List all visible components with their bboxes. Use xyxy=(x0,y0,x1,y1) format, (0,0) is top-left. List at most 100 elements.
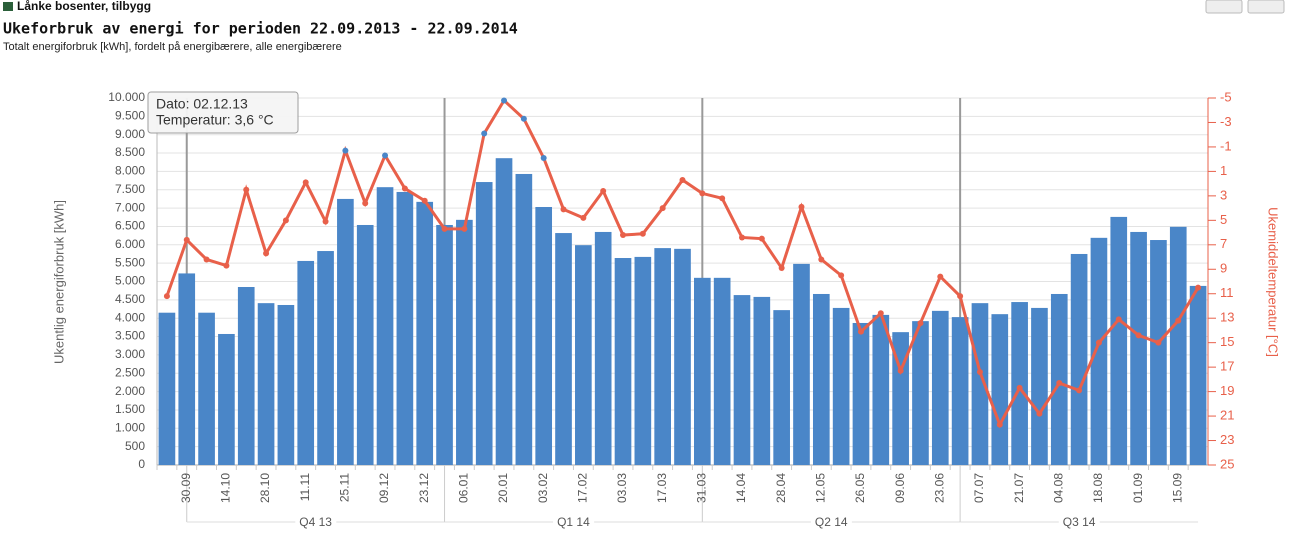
group-label: Q2 14 xyxy=(815,515,848,529)
y-tick-label: 1.000 xyxy=(115,420,145,434)
point xyxy=(461,225,468,232)
x-tick-label: 30.09 xyxy=(179,473,193,503)
x-tick-label: 12.05 xyxy=(813,473,827,503)
point xyxy=(877,310,884,317)
bar xyxy=(218,333,235,465)
point xyxy=(243,186,250,193)
bar xyxy=(495,158,513,466)
y-tick-label: 500 xyxy=(125,439,145,453)
bar xyxy=(912,321,929,465)
bar xyxy=(1169,226,1187,465)
bar xyxy=(991,314,1009,465)
point xyxy=(282,217,289,224)
point xyxy=(1056,380,1063,387)
y2-tick-label: 23 xyxy=(1220,432,1234,447)
bar xyxy=(317,251,334,465)
x-tick-label: 04.08 xyxy=(1051,473,1065,503)
x-tick-label: 11.11 xyxy=(298,473,312,502)
point xyxy=(421,197,428,204)
button[interactable] xyxy=(1247,0,1285,14)
x-tick-label: 28.10 xyxy=(258,473,272,503)
label-bg xyxy=(295,515,337,530)
point xyxy=(362,200,369,207)
point xyxy=(223,262,230,269)
point xyxy=(1036,410,1043,417)
point xyxy=(481,130,488,137)
x-tick-label: 20.01 xyxy=(496,473,510,503)
bar xyxy=(951,317,969,465)
bar xyxy=(257,303,275,465)
tooltip-text: Temperatur: 3,6 °C xyxy=(156,112,274,128)
point xyxy=(401,185,408,192)
bar xyxy=(575,245,592,465)
button[interactable] xyxy=(1205,0,1243,14)
page-header: Lånke bosenter, tilbygg xyxy=(17,0,151,13)
point xyxy=(699,190,706,197)
bar xyxy=(674,248,691,465)
y-tick-label: 8.500 xyxy=(115,145,145,159)
point xyxy=(580,214,587,221)
x-tick-label: 09.12 xyxy=(377,473,391,503)
x-tick-label: 17.02 xyxy=(576,473,590,503)
y2-tick-label: 3 xyxy=(1220,187,1227,202)
point xyxy=(183,236,190,243)
x-tick-label: 18.08 xyxy=(1091,473,1105,503)
bar xyxy=(773,310,790,465)
bar xyxy=(376,187,394,465)
point xyxy=(540,154,547,161)
bar xyxy=(634,256,652,465)
point xyxy=(1016,384,1023,391)
y-tick-label: 10.000 xyxy=(108,90,145,104)
point xyxy=(1175,317,1182,324)
bar xyxy=(436,224,453,465)
bar xyxy=(1150,240,1167,465)
bar xyxy=(1189,285,1207,465)
y2-tick-label: 11 xyxy=(1220,285,1234,300)
point xyxy=(798,203,805,210)
point xyxy=(263,250,270,257)
bar xyxy=(654,248,671,465)
label-bg xyxy=(1058,515,1100,530)
point xyxy=(1195,284,1202,291)
point xyxy=(679,176,686,183)
point xyxy=(1076,387,1083,394)
bar xyxy=(1110,216,1128,465)
x-tick-label: 06.01 xyxy=(457,473,471,503)
point xyxy=(778,265,785,272)
bar xyxy=(713,277,731,465)
bar xyxy=(1011,302,1028,465)
y-tick-label: 4.000 xyxy=(115,310,145,324)
bar xyxy=(931,310,949,465)
point xyxy=(758,235,765,242)
bar xyxy=(971,303,989,465)
bar xyxy=(614,258,632,465)
point xyxy=(163,293,170,300)
y2-tick-label: 9 xyxy=(1220,261,1227,276)
x-tick-label: 15.09 xyxy=(1170,473,1184,503)
label-bg xyxy=(810,515,852,530)
bar xyxy=(515,173,533,465)
y-tick-label: 9.000 xyxy=(115,127,145,141)
bar xyxy=(158,312,176,465)
point xyxy=(857,328,864,335)
bar xyxy=(1070,253,1088,465)
point xyxy=(1115,316,1122,323)
y2-tick-label: 19 xyxy=(1220,383,1234,398)
y2-tick-label: -1 xyxy=(1220,138,1232,153)
bar xyxy=(237,287,255,465)
bar xyxy=(1090,237,1108,465)
y-tick-label: 9.500 xyxy=(115,109,145,123)
y-axis-title: Ukentlig energiforbruk [kWh] xyxy=(51,200,66,364)
x-tick-label: 21.07 xyxy=(1012,473,1026,503)
bar xyxy=(1031,307,1048,465)
y-tick-label: 8.000 xyxy=(115,164,145,178)
y-tick-label: 2.500 xyxy=(115,365,145,379)
y2-tick-label: -5 xyxy=(1220,89,1232,104)
bar xyxy=(892,332,909,465)
chart-subtitle: Totalt energiforbruk [kWh], fordelt på e… xyxy=(3,41,342,53)
bar xyxy=(694,277,711,465)
x-tick-label: 03.02 xyxy=(536,473,550,503)
y2-axis-title: Ukemiddeltemperatur [°C] xyxy=(1266,207,1281,357)
point xyxy=(560,206,567,213)
